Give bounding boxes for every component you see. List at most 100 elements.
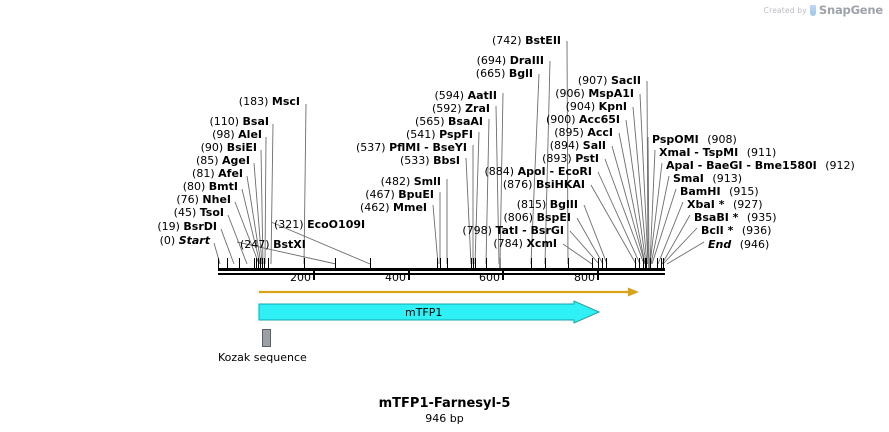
site-enzyme: ZraI	[465, 102, 490, 115]
site-label-Acc65I[interactable]: (900) Acc65I	[490, 114, 620, 125]
site-label-BmtI[interactable]: (80) BmtI	[108, 181, 238, 192]
site-label-PstI[interactable]: (893) PstI	[469, 153, 599, 164]
site-label-BstXI[interactable]: (247) BstXI	[240, 239, 306, 250]
site-label-NheI[interactable]: (76) NheI	[101, 194, 231, 205]
site-label-MspA1I[interactable]: (906) MspA1I	[504, 88, 634, 99]
site-label-Start[interactable]: (0) Start	[80, 235, 210, 246]
site-position: (915)	[729, 185, 759, 198]
site-enzyme: BsiEI	[226, 141, 257, 154]
site-label-TatI-BsrGI[interactable]: (798) TatI - BsrGI	[414, 225, 564, 236]
site-label-BglI[interactable]: (665) BglI	[403, 68, 533, 79]
site-position: (893)	[542, 152, 572, 165]
site-label-BbsI[interactable]: (533) BbsI	[310, 155, 460, 166]
site-label-BamHI[interactable]: BamHI (915)	[680, 186, 759, 197]
axis-tick-400	[408, 271, 410, 280]
site-label-BsaI[interactable]: (110) BsaI	[139, 116, 269, 127]
site-label-PspOMI[interactable]: PspOMI (908)	[652, 134, 737, 145]
site-label-SalI[interactable]: (894) SalI	[476, 140, 606, 151]
site-label-BclI[interactable]: BclI * (936)	[701, 225, 771, 236]
site-label-XbaI[interactable]: XbaI * (927)	[687, 199, 763, 210]
site-position: (806)	[503, 211, 534, 224]
feature-label-kozak-sequence: Kozak sequence	[218, 351, 307, 364]
site-position: (694)	[476, 54, 507, 67]
site-label-ApoI-EcoRI[interactable]: (884) ApoI - EcoRI	[442, 166, 592, 177]
site-label-BsaAI[interactable]: (565) BsaAI	[333, 116, 483, 127]
site-label-BsrDI[interactable]: (19) BsrDI	[87, 221, 217, 232]
site-enzyme: XcmI	[526, 237, 557, 250]
site-position: (946)	[739, 238, 770, 251]
site-enzyme: SmaI	[673, 172, 704, 185]
site-enzyme: XmaI - TspMI	[659, 146, 739, 159]
axis-label-400: 400	[385, 271, 406, 284]
orf-arrow[interactable]	[258, 286, 640, 298]
feature-mTFP1[interactable]	[258, 300, 600, 324]
site-enzyme: SmlI	[413, 175, 441, 188]
site-label-MscI[interactable]: (183) MscI	[170, 96, 300, 107]
snapgene-logo-icon	[809, 4, 816, 16]
site-label-BsiHKAI[interactable]: (876) BsiHKAI	[455, 179, 585, 190]
site-label-BsaBI[interactable]: BsaBI * (935)	[694, 212, 777, 223]
site-position: (936)	[741, 224, 772, 237]
site-enzyme: ApoI - EcoRI	[517, 165, 592, 178]
site-label-BpuEI[interactable]: (467) BpuEI	[284, 189, 434, 200]
feature-kozak-sequence[interactable]	[262, 329, 271, 347]
site-enzyme: PspFI	[439, 128, 473, 141]
site-enzyme: Acc65I	[579, 113, 620, 126]
site-label-AleI[interactable]: (98) AleI	[132, 129, 262, 140]
site-position: (482)	[380, 175, 411, 188]
site-label-XcmI[interactable]: (784) XcmI	[427, 238, 557, 249]
site-position: (98)	[212, 128, 235, 141]
site-enzyme: SalI	[582, 139, 606, 152]
site-enzyme: MspA1I	[588, 87, 634, 100]
site-label-SmaI[interactable]: SmaI (913)	[673, 173, 742, 184]
site-position: (541)	[406, 128, 436, 141]
site-label-AatII[interactable]: (594) AatII	[347, 90, 497, 101]
site-label-BsiEI[interactable]: (90) BsiEI	[127, 142, 257, 153]
site-position: (462)	[359, 201, 390, 214]
site-label-BspEI[interactable]: (806) BspEI	[441, 212, 571, 223]
site-enzyme: BsaBI *	[694, 211, 739, 224]
site-position: (784)	[493, 237, 523, 250]
site-position: (900)	[545, 113, 576, 126]
site-label-DraIII[interactable]: (694) DraIII	[414, 55, 544, 66]
site-label-BstEII[interactable]: (742) BstEII	[431, 35, 561, 46]
site-enzyme: BmtI	[208, 180, 238, 193]
site-label-MmeI[interactable]: (462) MmeI	[277, 202, 427, 213]
site-label-AgeI[interactable]: (85) AgeI	[120, 155, 250, 166]
site-label-ApaI-BaeGI-Bme1580I[interactable]: ApaI - BaeGI - Bme1580I (912)	[666, 160, 855, 171]
site-position: (904)	[565, 100, 596, 113]
site-enzyme: BglII	[549, 198, 578, 211]
site-label-TsoI[interactable]: (45) TsoI	[94, 207, 224, 218]
site-position: (19)	[157, 220, 180, 233]
feature-label-mTFP1: mTFP1	[405, 306, 443, 319]
site-position: (565)	[414, 115, 445, 128]
site-label-AfeI[interactable]: (81) AfeI	[113, 168, 243, 179]
site-label-ZraI[interactable]: (592) ZraI	[340, 103, 490, 114]
site-enzyme: DraIII	[509, 54, 544, 67]
site-label-KpnI[interactable]: (904) KpnI	[497, 101, 627, 112]
site-label-EcoO109I[interactable]: (321) EcoO109I	[274, 219, 365, 230]
site-label-XmaI-TspMI[interactable]: XmaI - TspMI (911)	[659, 147, 776, 158]
axis-label-600: 600	[479, 271, 500, 284]
site-enzyme: PflMI - BseYI	[389, 141, 467, 154]
site-enzyme: BstEII	[525, 34, 561, 47]
site-label-PspFI[interactable]: (541) PspFI	[323, 129, 473, 140]
site-enzyme: ApaI - BaeGI - Bme1580I	[666, 159, 817, 172]
site-position: (908)	[707, 133, 737, 146]
site-enzyme: MscI	[271, 95, 300, 108]
site-label-SmlI[interactable]: (482) SmlI	[291, 176, 441, 187]
site-label-End[interactable]: End (946)	[708, 239, 769, 250]
site-position: (321)	[274, 218, 304, 231]
site-enzyme: BsaAI	[448, 115, 483, 128]
site-label-AccI[interactable]: (895) AccI	[483, 127, 613, 138]
snapgene-credit: Created by SnapGene	[764, 3, 884, 17]
site-label-BglII[interactable]: (815) BglII	[448, 199, 578, 210]
axis-label-800: 800	[574, 271, 595, 284]
site-label-PflMI-BseYI[interactable]: (537) PflMI - BseYI	[297, 142, 467, 153]
axis-tick-800	[597, 271, 599, 280]
plasmid-title: mTFP1-Farnesyl-5	[378, 396, 511, 411]
site-label-SacII[interactable]: (907) SacII	[511, 75, 641, 86]
site-position: (927)	[732, 198, 763, 211]
site-position: (76)	[176, 193, 199, 206]
ruler-bar-top	[218, 268, 665, 271]
